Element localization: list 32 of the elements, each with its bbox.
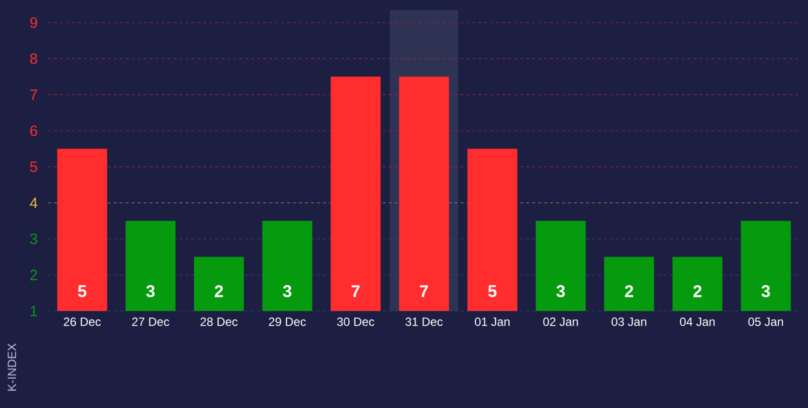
data-label: 2	[624, 285, 634, 298]
data-label: 3	[146, 285, 155, 298]
x-tick-label: 01 Jan	[474, 318, 510, 326]
x-tick-label: 31 Dec	[406, 318, 443, 326]
x-tick-label: 30 Dec	[337, 318, 374, 326]
data-label: 3	[762, 285, 770, 298]
x-tick-label: 26 Dec	[64, 318, 101, 326]
data-label: 3	[556, 285, 565, 298]
x-tick-label: 03 Jan	[612, 318, 646, 326]
y-axis-title: K-INDEX	[8, 343, 16, 391]
y-tick-label: 5	[30, 162, 38, 172]
data-label: 7	[352, 285, 360, 297]
y-tick-label: 8	[30, 53, 38, 64]
y-tick-label: 2	[30, 270, 38, 280]
data-label: 2	[214, 285, 223, 298]
x-tick-label: 02 Jan	[543, 318, 578, 326]
data-label: 2	[693, 285, 702, 298]
x-tick-label: 28 Dec	[200, 318, 238, 326]
y-tick-label: 3	[30, 234, 38, 244]
y-tick-label: 7	[30, 90, 38, 100]
x-tick-label: 05 Jan	[748, 318, 783, 326]
y-tick-label: 6	[30, 125, 38, 136]
data-label: 5	[488, 285, 497, 298]
x-tick-label: 04 Jan	[680, 318, 715, 326]
y-tick-label: 1	[30, 306, 38, 316]
data-label: 7	[420, 285, 428, 297]
y-tick-label: 9	[30, 17, 38, 28]
y-tick-label: 4	[30, 198, 38, 208]
x-tick-label: 29 Dec	[268, 318, 306, 326]
x-tick-label: 27 Dec	[132, 318, 170, 326]
data-label: 5	[78, 285, 86, 298]
data-label: 3	[282, 285, 292, 298]
